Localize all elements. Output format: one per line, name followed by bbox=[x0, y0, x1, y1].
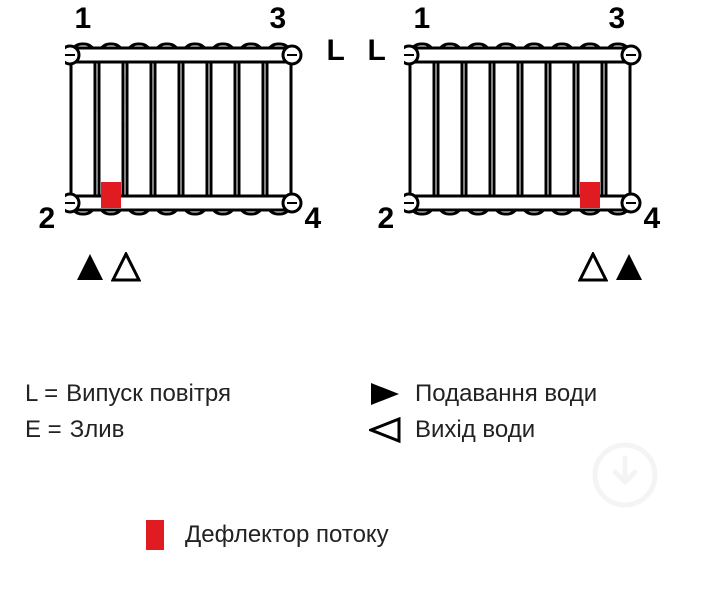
air-vent-label: L bbox=[327, 34, 345, 68]
legend-return: Вихід води bbox=[365, 416, 535, 444]
legend-row: L = Випуск повітря Подавання води bbox=[25, 380, 693, 408]
legend-air-vent: L = Випуск повітря bbox=[25, 380, 365, 408]
air-vent-label: L bbox=[368, 34, 386, 68]
legend-row: E = Злив Вихід води bbox=[25, 416, 693, 444]
flow-arrows-left bbox=[75, 252, 141, 282]
supply-icon bbox=[365, 381, 405, 407]
legend: L = Випуск повітря Подавання води E = Зл… bbox=[25, 380, 693, 452]
legend-text-L: Випуск повітря bbox=[66, 380, 231, 408]
legend-symbol-L: L = bbox=[25, 380, 58, 408]
port-label-4: 4 bbox=[644, 202, 661, 236]
deflector-icon bbox=[135, 520, 175, 550]
legend-return-text: Вихід води bbox=[415, 416, 535, 444]
port-label-2: 2 bbox=[39, 202, 56, 236]
return-icon bbox=[365, 417, 405, 443]
port-label-2: 2 bbox=[378, 202, 395, 236]
legend-supply: Подавання води bbox=[365, 380, 597, 408]
radiator-left: 1 3 2 4 L bbox=[35, 10, 345, 310]
flow-arrows-right bbox=[578, 252, 644, 282]
radiator-svg-right bbox=[404, 30, 644, 240]
radiator-svg-left bbox=[65, 30, 305, 240]
legend-drain: E = Злив bbox=[25, 416, 365, 444]
radiator-right: 1 3 2 4 L bbox=[374, 10, 684, 310]
diagram-area: 1 3 2 4 L 1 3 2 4 L bbox=[0, 0, 718, 310]
legend-supply-text: Подавання води bbox=[415, 380, 597, 408]
page: 1 3 2 4 L 1 3 2 4 L L = Випуск повітря bbox=[0, 0, 718, 591]
legend-deflector-text: Дефлектор потоку bbox=[185, 521, 389, 549]
port-label-4: 4 bbox=[305, 202, 322, 236]
legend-text-E: Злив bbox=[70, 416, 125, 444]
legend-symbol-E: E = bbox=[25, 416, 62, 444]
legend-deflector: Дефлектор потоку bbox=[135, 520, 389, 550]
